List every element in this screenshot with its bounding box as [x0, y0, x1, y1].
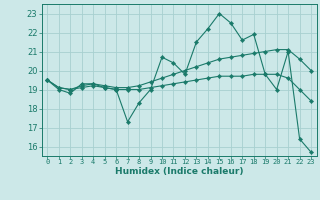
X-axis label: Humidex (Indice chaleur): Humidex (Indice chaleur)	[115, 167, 244, 176]
